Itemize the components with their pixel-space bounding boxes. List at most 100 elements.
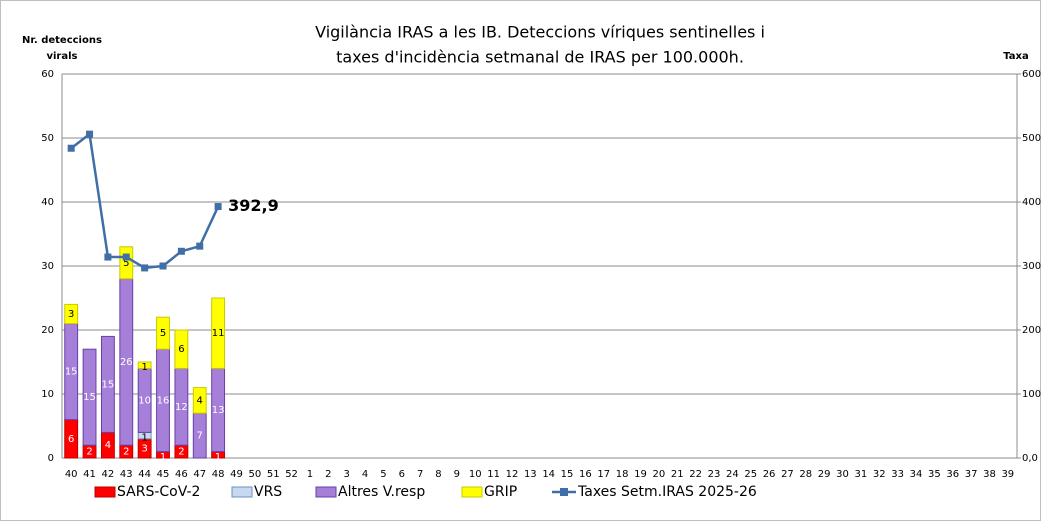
x-tick-label: 19 (634, 469, 647, 480)
x-tick-label: 24 (726, 469, 739, 480)
data-label: 2 (86, 447, 92, 458)
bar-segment (64, 303, 79, 325)
line-marker (122, 253, 130, 261)
data-label: 7 (197, 431, 203, 442)
legend-label: SARS-CoV-2 (117, 484, 200, 500)
y2-tick-label: 400,0 (1022, 197, 1041, 208)
y-tick-label: 0 (48, 453, 54, 464)
x-tick-label: 22 (689, 469, 702, 480)
x-tick-label: 12 (506, 469, 519, 480)
chart-title: Vigilància IRAS a les IB. Deteccions vír… (315, 23, 765, 42)
y-tick-label: 40 (41, 197, 54, 208)
x-tick-label: 6 (399, 469, 405, 480)
x-tick-label: 15 (561, 469, 574, 480)
x-tick-label: 27 (781, 469, 794, 480)
x-tick-label: 35 (928, 469, 941, 480)
data-label: 16 (157, 395, 170, 406)
data-label: 6 (68, 434, 74, 445)
data-label: 1 (215, 452, 221, 463)
x-tick-label: 30 (836, 469, 849, 480)
x-tick-label: 52 (285, 469, 298, 480)
data-label: 392,9 (228, 196, 279, 215)
x-tick-label: 21 (671, 469, 684, 480)
legend-swatch (560, 488, 568, 496)
x-tick-label: 11 (487, 469, 500, 480)
x-tick-label: 4 (362, 469, 368, 480)
x-tick-label: 28 (799, 469, 812, 480)
data-label: 15 (83, 392, 96, 403)
x-tick-label: 42 (102, 469, 115, 480)
bar-segment (100, 335, 115, 433)
x-tick-label: 17 (597, 469, 610, 480)
y2-tick-label: 500,0 (1022, 133, 1041, 144)
y2-tick-label: 300,0 (1022, 261, 1041, 272)
x-tick-label: 43 (120, 469, 133, 480)
line-marker (177, 247, 185, 255)
x-tick-label: 39 (1001, 469, 1014, 480)
data-label: 26 (120, 357, 133, 368)
y-tick-label: 20 (41, 325, 54, 336)
line-marker (141, 264, 149, 272)
data-label: 2 (123, 447, 129, 458)
y2-tick-label: 0,0 (1022, 453, 1038, 464)
x-tick-label: 38 (983, 469, 996, 480)
y-tick-label: 30 (41, 261, 54, 272)
x-tick-label: 23 (708, 469, 721, 480)
legend-label: GRIP (484, 484, 517, 500)
x-tick-label: 44 (138, 469, 151, 480)
x-tick-label: 51 (267, 469, 280, 480)
bar-segment (192, 387, 207, 414)
x-tick-label: 18 (616, 469, 629, 480)
line-marker (196, 242, 204, 250)
x-tick-label: 32 (873, 469, 886, 480)
line-marker (67, 144, 75, 152)
data-label: 2 (178, 447, 184, 458)
x-tick-label: 14 (542, 469, 555, 480)
bar-segment (137, 361, 152, 369)
legend-label: VRS (254, 484, 282, 500)
x-tick-label: 31 (855, 469, 868, 480)
x-tick-label: 8 (435, 469, 441, 480)
data-label: 1 (141, 362, 147, 373)
data-label: 4 (197, 395, 203, 406)
legend-swatch (315, 486, 337, 498)
line-marker (159, 262, 167, 270)
x-tick-label: 9 (454, 469, 460, 480)
bar-segment (211, 297, 226, 369)
x-tick-label: 5 (380, 469, 386, 480)
x-tick-label: 16 (579, 469, 592, 480)
y2-tick-label: 100,0 (1022, 389, 1041, 400)
bar-segment (174, 329, 189, 369)
x-tick-label: 50 (248, 469, 261, 480)
data-label: 4 (105, 440, 111, 451)
data-label: 5 (160, 328, 166, 339)
data-label: 6 (178, 344, 184, 355)
x-tick-label: 3 (343, 469, 349, 480)
y-tick-label: 50 (41, 133, 54, 144)
y-tick-label: 10 (41, 389, 54, 400)
data-label: 5 (123, 258, 129, 269)
x-tick-label: 2 (325, 469, 331, 480)
bar-segment (82, 348, 97, 446)
data-label: 11 (212, 328, 225, 339)
legend-swatch (94, 486, 116, 498)
y2-tick-label: 600,0 (1022, 69, 1041, 80)
y-axis-label: Nr. deteccions (22, 35, 102, 46)
x-tick-label: 29 (818, 469, 831, 480)
x-tick-label: 48 (212, 469, 225, 480)
chart-title: taxes d'incidència setmanal de IRAS per … (336, 48, 744, 67)
x-tick-label: 40 (65, 469, 78, 480)
x-tick-label: 37 (965, 469, 978, 480)
line-marker (214, 203, 222, 211)
data-label: 13 (212, 405, 225, 416)
x-tick-label: 45 (157, 469, 170, 480)
x-tick-label: 1 (307, 469, 313, 480)
x-tick-label: 47 (193, 469, 206, 480)
x-tick-label: 20 (653, 469, 666, 480)
data-label: 1 (141, 433, 147, 444)
data-label: 10 (138, 395, 151, 406)
y2-tick-label: 200,0 (1022, 325, 1041, 336)
data-label: 1 (160, 452, 166, 463)
